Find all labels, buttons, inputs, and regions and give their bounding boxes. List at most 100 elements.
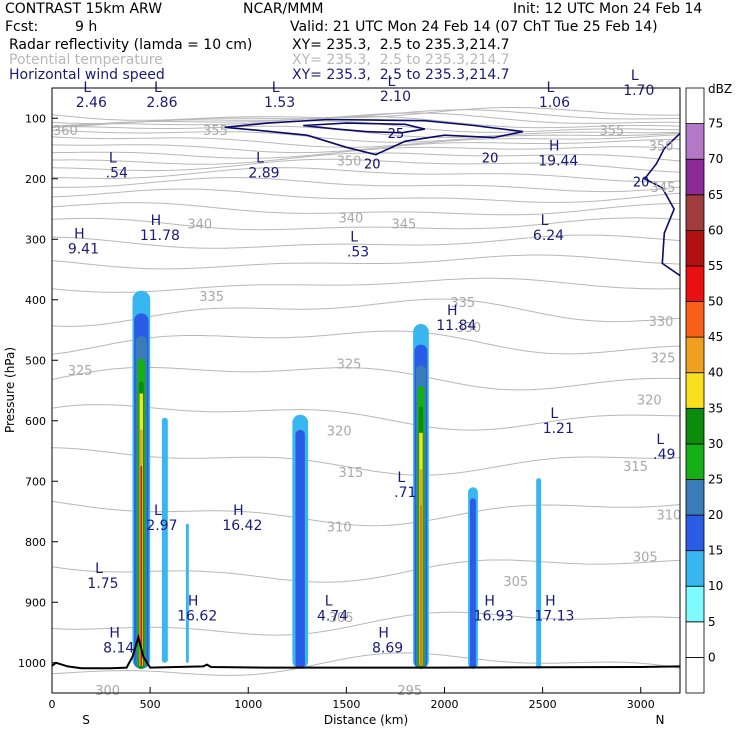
y-tick-label: 800 — [25, 536, 46, 549]
colorbar-segment — [685, 229, 705, 267]
theta-contour-label: 315 — [339, 466, 364, 481]
colorbar-tick-label: 5 — [708, 615, 716, 629]
extremum-value: 16.62 — [177, 609, 217, 625]
extremum-value: .49 — [653, 447, 675, 463]
colorbar-segment — [685, 265, 705, 302]
theta-contour-label: 325 — [337, 358, 362, 373]
theta-contour-line — [52, 139, 680, 154]
theta-contour-line — [52, 611, 680, 636]
colorbar-segment — [685, 550, 705, 587]
theta-contour-label: 350 — [337, 154, 362, 169]
theta-contour-label: 325 — [68, 364, 93, 379]
colorbar: 0 5 10 15 20 25 30 35 40 45 50 55 60 65 70 75 — [685, 87, 723, 694]
x-tick-label: 2000 — [431, 698, 459, 711]
theta-contour-label: 310 — [657, 508, 682, 523]
extremum-value: 1.70 — [623, 83, 654, 99]
colorbar-segment — [685, 479, 705, 516]
colorbar-tick-label: 50 — [708, 295, 723, 309]
theta-contour-line — [52, 254, 680, 270]
theta-contour-label: 345 — [651, 181, 676, 196]
x-tick-label: 1000 — [234, 698, 262, 711]
extremum-value: 17.13 — [534, 609, 574, 625]
extremum-value: 16.93 — [474, 609, 514, 625]
extrema-labels: L2.46L2.86L1.53L2.10L1.06L1.70L.54L2.89H… — [68, 68, 676, 657]
theta-contour-line — [52, 366, 680, 391]
theta-contour-label: 335 — [199, 290, 224, 305]
forecast-hour: 9 h — [75, 19, 98, 35]
colorbar-segment — [685, 443, 705, 480]
model-title: CONTRAST 15km ARW — [5, 1, 163, 17]
colorbar-segment — [685, 621, 705, 658]
theta-contour-line — [52, 652, 680, 676]
theta-contour-line — [52, 115, 680, 129]
field-xy-reflectivity: XY= 235.3, 2.5 to 235.3,214.7 — [292, 37, 510, 53]
theta-contour-line — [52, 125, 680, 138]
y-tick-label: 500 — [25, 354, 46, 367]
reflectivity-cell — [470, 498, 476, 669]
extremum-value: 2.97 — [146, 518, 177, 534]
extremum-type: L — [256, 151, 264, 167]
colorbar-tick-label: 30 — [708, 437, 723, 451]
extremum-value: 19.44 — [538, 154, 578, 170]
extremum-type: H — [74, 226, 85, 242]
extremum-type: H — [109, 626, 120, 642]
reflectivity-core — [140, 466, 143, 666]
theta-contour-line — [52, 167, 680, 183]
theta-contour-line — [52, 129, 680, 143]
theta-contour-label: 305 — [633, 551, 658, 566]
colorbar-segment — [685, 301, 705, 338]
theta-contour-line — [52, 217, 680, 231]
theta-contour-label: 320 — [327, 424, 352, 439]
axes: 0 500 1000 1500 2000 2500 3000 100 200 300 400 500 6… — [18, 112, 655, 711]
y-tick-label: 900 — [25, 596, 46, 609]
x-tick-label: 0 — [49, 698, 56, 711]
extremum-value: 8.14 — [103, 641, 134, 657]
plot-background — [52, 88, 680, 693]
theta-contour-line — [52, 112, 680, 128]
extremum-type: H — [233, 503, 244, 519]
theta-contour-line — [52, 404, 680, 431]
extremum-type: H — [549, 139, 560, 155]
extremum-value: 11.84 — [436, 318, 476, 334]
theta-contour-label: 325 — [651, 352, 676, 367]
terrain-profile — [52, 633, 680, 670]
theta-contour-label: 355 — [600, 124, 625, 139]
y-tick-label: 200 — [25, 173, 46, 186]
y-tick-label: 300 — [25, 233, 46, 246]
theta-contour-label: 315 — [623, 460, 648, 475]
reflectivity-cell — [161, 417, 168, 663]
x-tick-label: 1500 — [332, 698, 360, 711]
colorbar-segment — [685, 407, 705, 445]
y-tick-label: 1000 — [18, 657, 46, 670]
theta-contour-label: 305 — [503, 575, 528, 590]
theta-contour-label: 320 — [637, 393, 662, 408]
theta-contour-line — [52, 177, 680, 193]
wind-contours — [224, 118, 680, 277]
theta-contour-label: 360 — [53, 124, 78, 139]
theta-contour-line — [52, 298, 680, 327]
field-xy-theta: XY= 235.3, 2.5 to 235.3,214.7 — [292, 52, 510, 68]
theta-contour-line — [52, 447, 680, 476]
extremum-type: L — [109, 151, 117, 167]
x-tick-label: 500 — [140, 698, 161, 711]
extremum-type: H — [545, 594, 556, 610]
colorbar-tick-label: 10 — [708, 579, 723, 593]
plot-frame — [51, 87, 681, 694]
extremum-value: 2.86 — [146, 95, 177, 111]
reflectivity-core — [420, 505, 422, 666]
wind-contour-20-east — [643, 132, 680, 277]
wind-contour-label: 20 — [482, 151, 499, 166]
theta-contour-line — [52, 559, 680, 583]
colorbar-tick-label: 40 — [708, 366, 723, 380]
theta-contour-line — [52, 152, 680, 165]
field-name-reflectivity: Radar reflectivity (lamda = 10 cm) — [9, 37, 253, 53]
extremum-value: 8.69 — [372, 641, 403, 657]
colorbar-tick-label: 65 — [708, 188, 723, 202]
extremum-value: 4.74 — [317, 609, 348, 625]
theta-contour-label: 330 — [649, 315, 674, 330]
valid-time: Valid: 21 UTC Mon 24 Feb 14 (07 ChT Tue … — [290, 19, 658, 35]
colorbar-segment — [685, 657, 705, 694]
wind-contour-25 — [303, 122, 426, 134]
extremum-type: H — [378, 626, 389, 642]
